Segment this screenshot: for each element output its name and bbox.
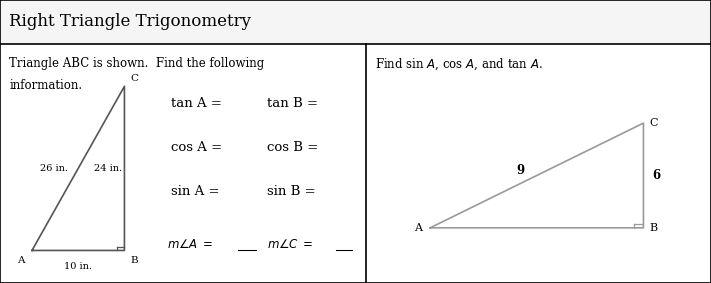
Text: $m\angle A\;=$: $m\angle A\;=$ [167,238,213,251]
Text: cos B =: cos B = [267,141,318,154]
Text: 26 in.: 26 in. [40,164,68,173]
Text: tan B =: tan B = [267,97,318,110]
Text: 10 in.: 10 in. [64,262,92,271]
Text: B: B [130,256,138,265]
Bar [0,0,711,44]
Text: C: C [650,118,658,128]
Text: C: C [130,74,138,83]
Text: 6: 6 [652,169,660,182]
Text: Find sin $A$, cos $A$, and tan $A$.: Find sin $A$, cos $A$, and tan $A$. [375,57,542,72]
Text: A: A [414,223,422,233]
Text: information.: information. [9,79,82,92]
Text: sin B =: sin B = [267,185,315,198]
Text: 9: 9 [516,164,524,177]
Text: cos A =: cos A = [171,141,222,154]
Text: $m\angle C\;=$: $m\angle C\;=$ [267,238,313,251]
Text: tan A =: tan A = [171,97,222,110]
Text: 24 in.: 24 in. [94,164,122,173]
Text: Triangle ABC is shown.  Find the following: Triangle ABC is shown. Find the followin… [9,57,264,70]
Text: A: A [17,256,25,265]
Text: sin A =: sin A = [171,185,219,198]
Text: B: B [650,223,658,233]
Text: Right Triangle Trigonometry: Right Triangle Trigonometry [9,13,251,31]
